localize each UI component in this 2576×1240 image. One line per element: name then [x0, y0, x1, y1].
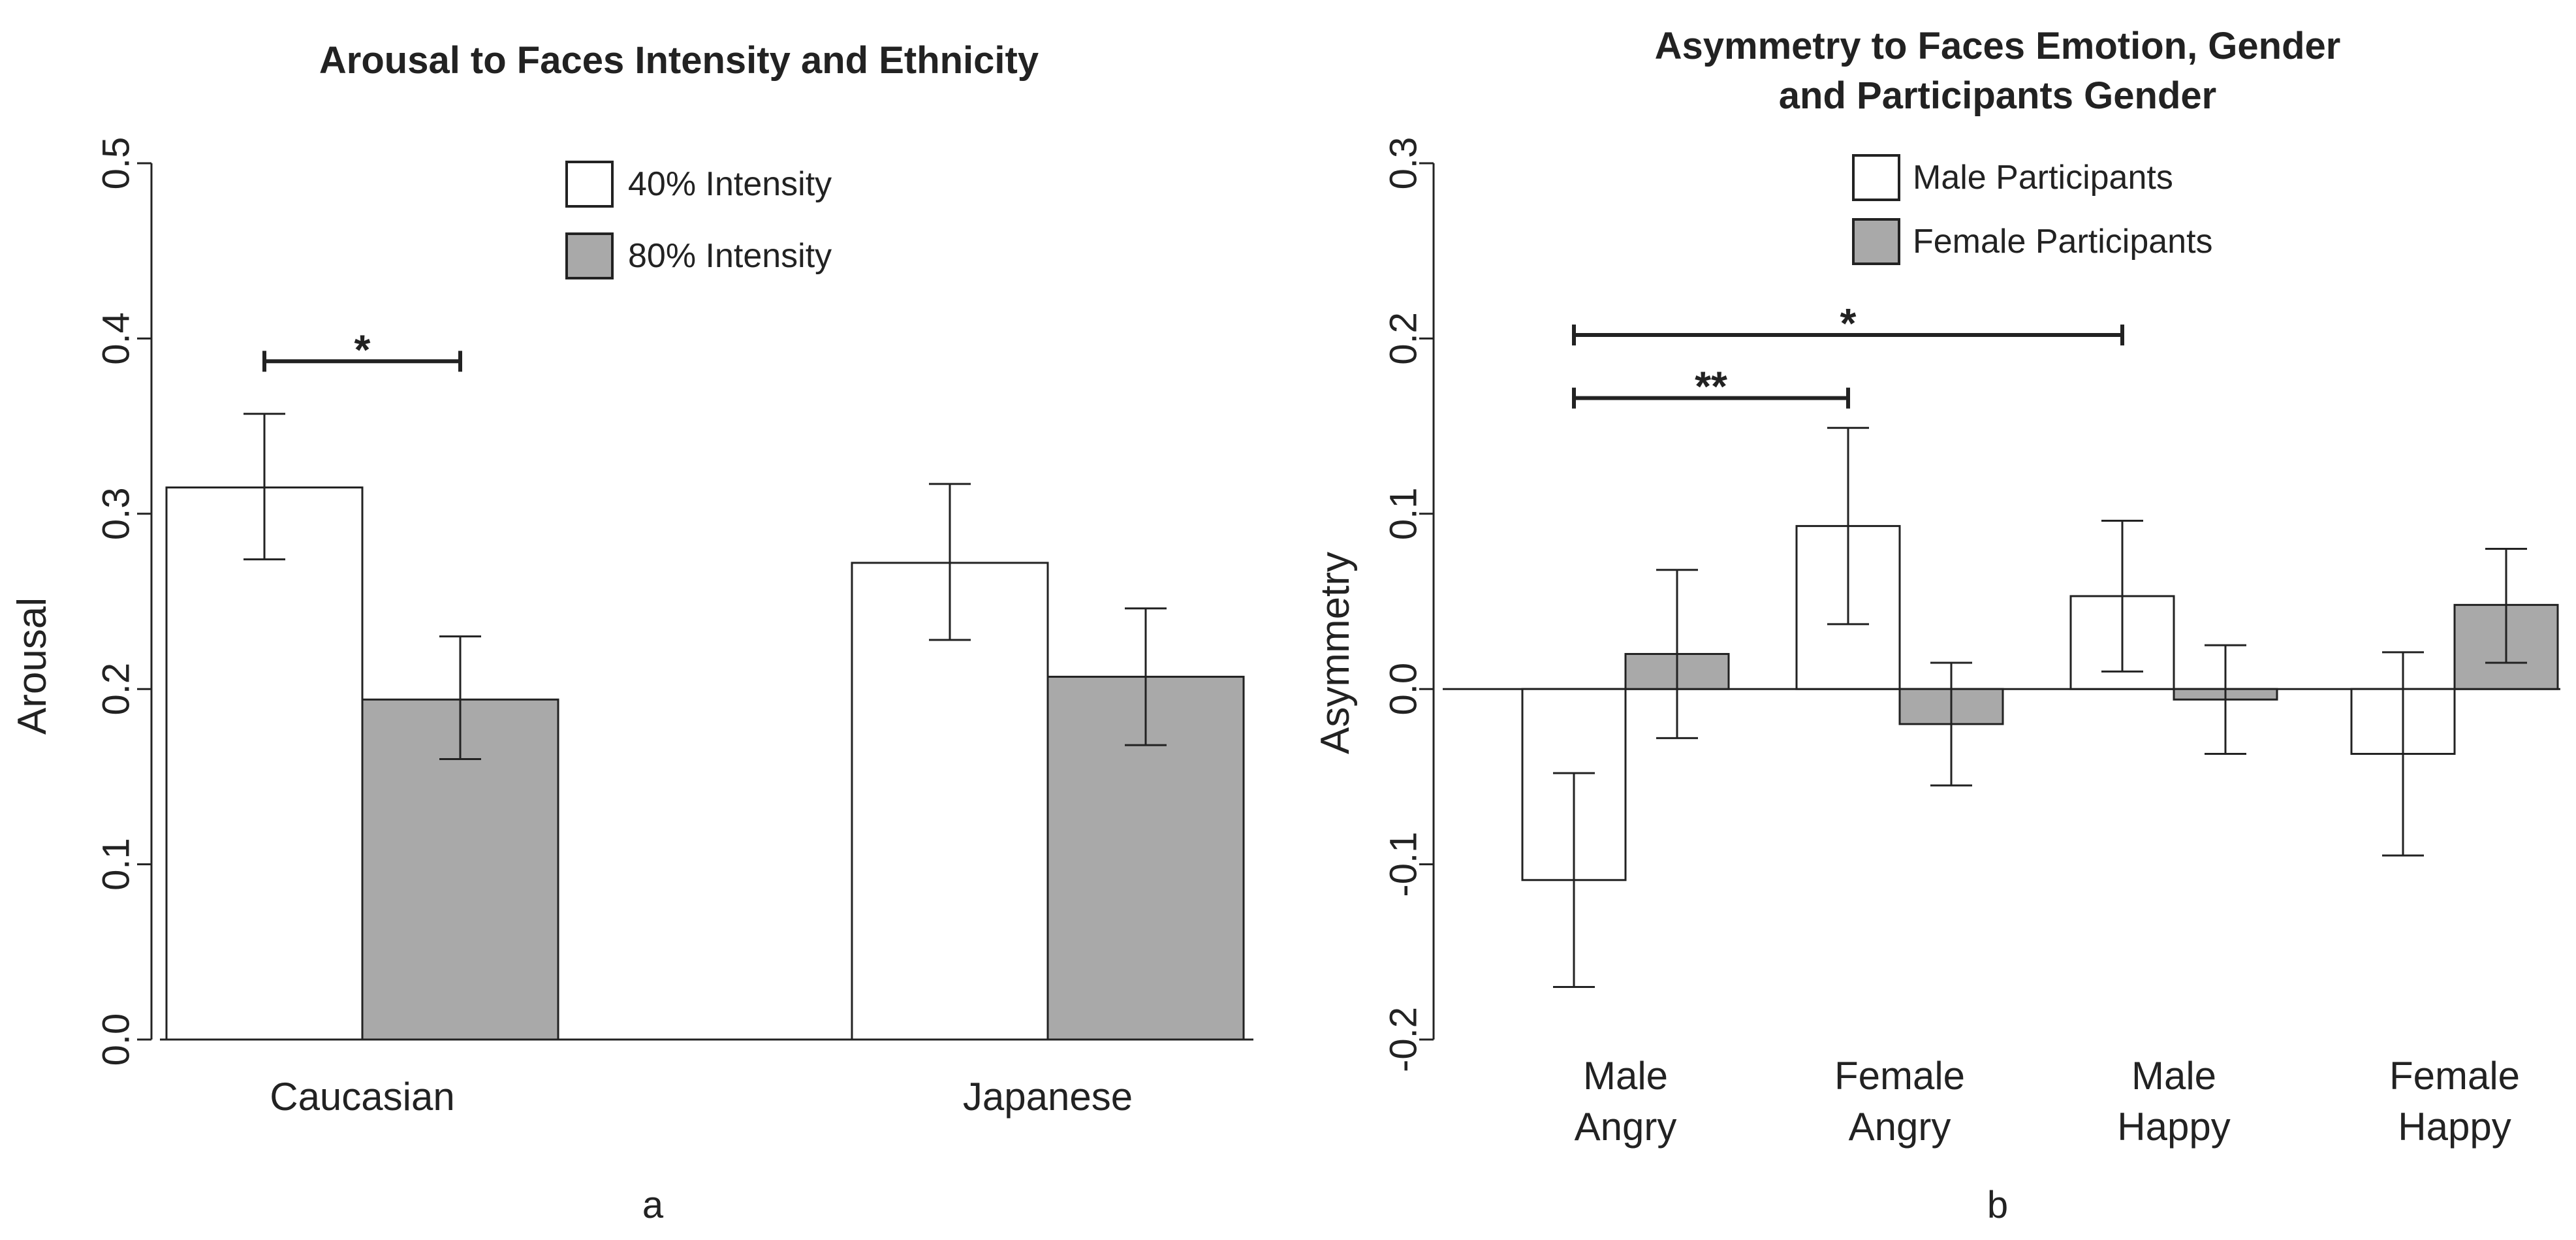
chart-panel-b: Asymmetry to Faces Emotion, Gender and P…	[1313, 25, 2560, 1226]
chart-b-y-tick-label: 0.2	[1383, 312, 1425, 365]
chart-b-y-tick-label: 0.1	[1383, 487, 1425, 540]
chart-b-y-tick-label: 0.0	[1383, 663, 1425, 716]
chart-b-title-line-2: and Participants Gender	[1779, 74, 2216, 117]
chart-a-y-tick-label: 0.4	[95, 312, 138, 365]
chart-b-legend-swatch	[1852, 218, 1900, 265]
chart-a-bar	[851, 562, 1049, 1041]
chart-panel-a: Arousal to Faces Intensity and Ethnicity…	[10, 39, 1253, 1226]
chart-a-significance-marker: *	[354, 326, 371, 373]
chart-b-x-tick-label: Angry	[1849, 1105, 1951, 1149]
chart-b-y-tick-label: 0.3	[1383, 137, 1425, 190]
chart-a-title: Arousal to Faces Intensity and Ethnicity	[319, 39, 1039, 82]
chart-a-y-tick-label: 0.2	[95, 663, 138, 716]
chart-b-significance-marker: *	[1840, 300, 1857, 347]
chart-a-y-tick-label: 0.0	[95, 1013, 138, 1066]
chart-b-x-tick-label: Happy	[2398, 1105, 2511, 1149]
chart-b-legend-label: Female Participants	[1913, 223, 2213, 261]
chart-b-y-tick-label: -0.2	[1383, 1007, 1425, 1072]
chart-b-title-line-1: Asymmetry to Faces Emotion, Gender	[1655, 25, 2341, 67]
chart-b-x-tick-label: Female	[2389, 1054, 2520, 1098]
chart-a-y-tick-label: 0.5	[95, 137, 138, 190]
chart-b-x-tick-label: Happy	[2117, 1105, 2230, 1149]
chart-a-y-tick-label: 0.3	[95, 487, 138, 540]
chart-a-x-tick-label: Caucasian	[270, 1075, 455, 1119]
chart-a-x-tick-label: Japanese	[963, 1075, 1133, 1119]
chart-b-legend-label: Male Participants	[1913, 159, 2173, 197]
chart-a-ylabel: Arousal	[10, 597, 55, 735]
chart-b-x-tick-label: Female	[1834, 1054, 1965, 1098]
chart-b-x-tick-label: Male	[1583, 1054, 1668, 1098]
chart-a-bar	[165, 486, 364, 1041]
chart-b-x-tick-label: Angry	[1575, 1105, 1677, 1149]
chart-b-x-tick-label: Male	[2131, 1054, 2216, 1098]
chart-b-y-tick-label: -0.1	[1383, 832, 1425, 897]
chart-a-legend-label: 40% Intensity	[628, 165, 832, 203]
chart-b-significance-marker: **	[1695, 363, 1727, 410]
chart-a-panel-label: a	[642, 1184, 664, 1226]
chart-b-ylabel: Asymmetry	[1313, 552, 1358, 754]
chart-a-y-tick-label: 0.1	[95, 838, 138, 891]
chart-b-panel-label: b	[1987, 1184, 2008, 1226]
chart-b-legend-swatch	[1852, 154, 1900, 201]
chart-a-legend-swatch	[565, 161, 614, 208]
chart-a-legend-label: 80% Intensity	[628, 237, 832, 275]
chart-a-legend-swatch	[565, 232, 614, 279]
